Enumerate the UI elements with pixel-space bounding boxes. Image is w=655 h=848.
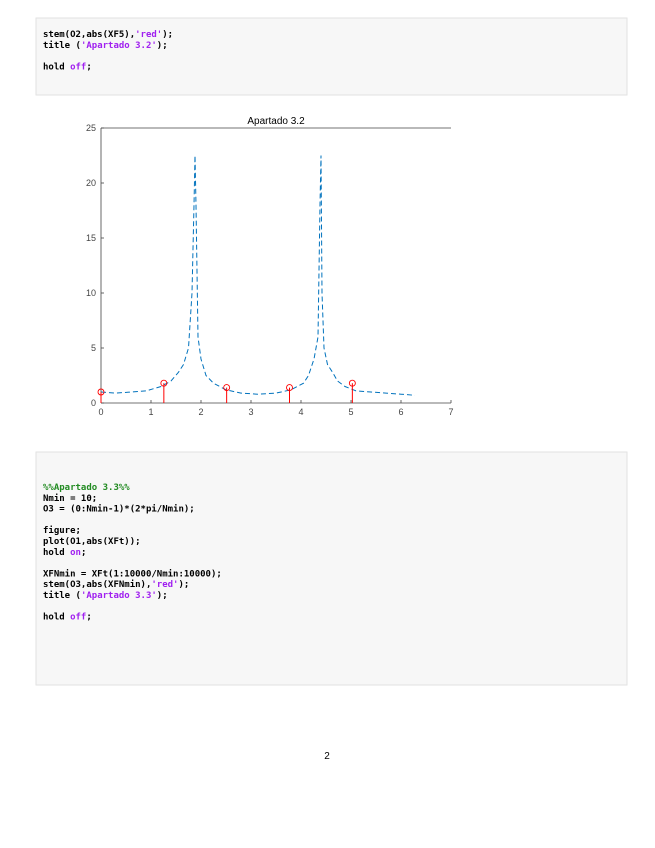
code-token: plot(O1,abs(XFt)); xyxy=(43,537,141,547)
code-line: figure; xyxy=(43,525,81,536)
y-tick-label: 0 xyxy=(91,398,96,408)
y-tick-label: 5 xyxy=(91,343,96,353)
stem-marker xyxy=(160,379,168,387)
y-tick-label: 25 xyxy=(86,123,96,133)
code-line: hold on; xyxy=(43,548,86,558)
code-line: stem(O3,abs(XFNmin),'red'); xyxy=(43,579,189,590)
code-token: stem(O2,abs(XF5), xyxy=(43,30,135,40)
x-tick-label: 4 xyxy=(298,407,303,417)
code-token: ; xyxy=(86,613,91,623)
code-line: title ('Apartado 3.3'); xyxy=(43,590,168,601)
code-token: ); xyxy=(157,591,168,601)
code-line: hold off; xyxy=(43,62,92,72)
code-token: XFNmin = XFt(1:10000/Nmin:10000); xyxy=(43,568,222,579)
x-tick-label: 5 xyxy=(348,407,353,417)
code-token: Nmin = 10; xyxy=(43,493,97,504)
code-token: title ( xyxy=(43,590,81,601)
code-token: O3 = (0:Nmin-1)*(2*pi/Nmin); xyxy=(43,504,195,515)
data-line xyxy=(100,155,416,396)
code-token: ); xyxy=(178,580,189,590)
code-token: figure; xyxy=(43,525,81,536)
code-line: title ('Apartado 3.2'); xyxy=(43,40,168,51)
code-token: ); xyxy=(162,30,173,40)
code-token: stem(O3,abs(XFNmin), xyxy=(43,579,151,590)
stem-marker xyxy=(223,384,231,392)
x-tick-label: 2 xyxy=(198,407,203,417)
code-token: title ( xyxy=(43,40,81,51)
x-tick-label: 1 xyxy=(148,407,153,417)
x-tick-label: 3 xyxy=(248,407,253,417)
code-token: on xyxy=(70,548,81,558)
stem-marker xyxy=(286,384,293,392)
code-token: hold xyxy=(43,62,70,72)
code-line: %%Apartado 3.3%% xyxy=(43,483,130,493)
y-tick-label: 20 xyxy=(86,178,96,188)
code-line: plot(O1,abs(XFt)); xyxy=(43,537,141,547)
code-token: hold xyxy=(43,548,70,558)
y-tick-label: 15 xyxy=(86,233,96,243)
chart-title: Apartado 3.2 xyxy=(247,116,305,127)
code-token: ; xyxy=(81,548,86,558)
stem-marker xyxy=(97,388,105,396)
code-token: 'Apartado 3.3' xyxy=(81,591,157,601)
x-tick-label: 6 xyxy=(398,407,403,417)
y-tick-label: 10 xyxy=(86,288,96,298)
code-line: hold off; xyxy=(43,613,92,623)
code-token: 'Apartado 3.2' xyxy=(81,41,157,51)
code-token: 'red' xyxy=(151,580,178,590)
code-line: XFNmin = XFt(1:10000/Nmin:10000); xyxy=(43,568,222,579)
code-block xyxy=(35,451,628,686)
page-number: 2 xyxy=(324,751,330,762)
x-tick-label: 0 xyxy=(98,407,103,417)
code-line: O3 = (0:Nmin-1)*(2*pi/Nmin); xyxy=(43,504,195,515)
x-tick-label: 7 xyxy=(448,407,453,417)
code-token: off xyxy=(70,613,86,623)
code-token: 'red' xyxy=(135,30,162,40)
stem-marker xyxy=(348,379,356,387)
code-token: ; xyxy=(86,62,91,72)
code-token: hold xyxy=(43,613,70,623)
code-line: stem(O2,abs(XF5),'red'); xyxy=(43,30,173,40)
code-line: Nmin = 10; xyxy=(43,493,97,504)
code-token: %%Apartado 3.3%% xyxy=(43,483,130,493)
code-block xyxy=(35,17,628,96)
code-token: ); xyxy=(157,41,168,51)
code-token: off xyxy=(70,62,86,72)
